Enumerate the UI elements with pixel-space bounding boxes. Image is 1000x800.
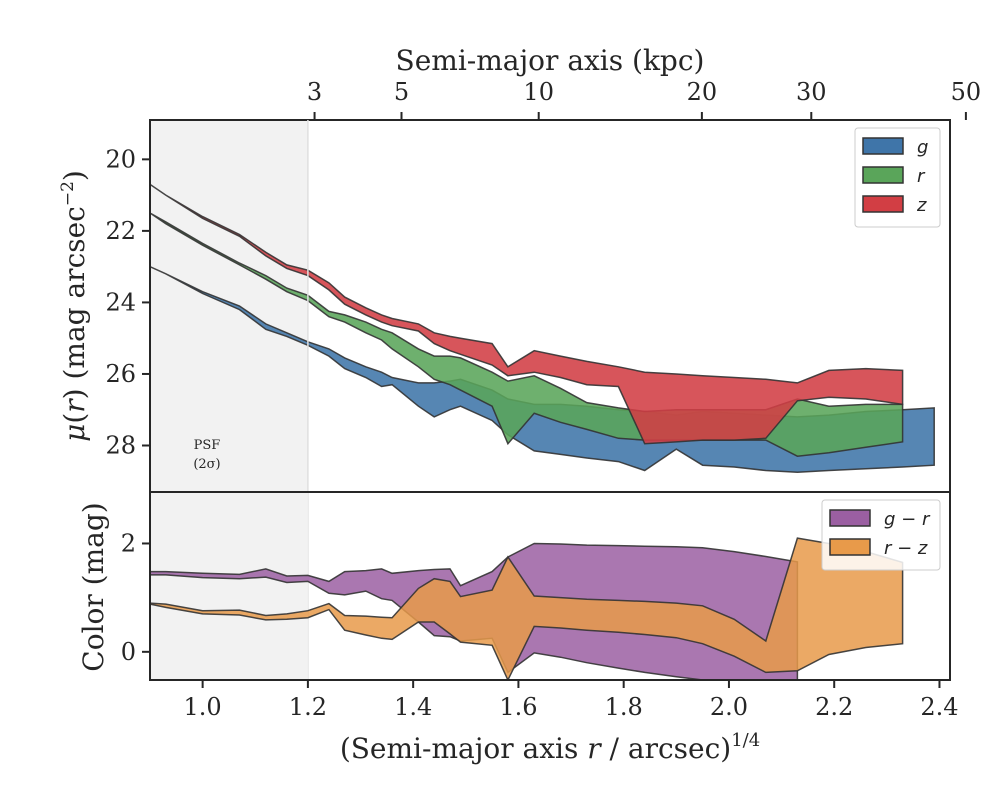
y-tick-label: 20 <box>105 145 136 173</box>
psf-sigma-label: (2σ) <box>193 457 220 472</box>
bottom-legend: g − r r − z <box>821 499 941 571</box>
bottom-x-axis-title: (Semi-major axis r / arcsec)1/4 <box>340 730 760 765</box>
kpc-tick-label: 30 <box>796 78 827 106</box>
top-kpc-ticks: 351020305075100 <box>307 78 982 120</box>
kpc-tick-label: 5 <box>394 78 409 106</box>
top-legend: grz <box>854 127 941 228</box>
color-y-tick-label: 2 <box>121 529 136 557</box>
psf-label: PSF <box>194 438 221 453</box>
legend-swatch <box>862 195 904 213</box>
psf-shaded-region <box>150 120 308 492</box>
legend-swatch <box>829 509 871 527</box>
y-tick-label: 22 <box>105 217 136 245</box>
band-r <box>150 212 904 457</box>
legend-label: g − r <box>884 509 931 530</box>
x-tick-label: 2.0 <box>710 693 748 721</box>
top-y-ticks: 20 22 24 26 28 <box>105 145 150 460</box>
x-tick-label: 2.2 <box>815 693 853 721</box>
legend-label: r − z <box>884 538 928 559</box>
bottom-y-ticks: 02 <box>121 529 150 666</box>
psf-shaded-region-color <box>150 492 308 680</box>
kpc-tick-label: 50 <box>951 78 982 106</box>
surface-brightness-bands <box>150 183 935 474</box>
bottom-x-ticks: 1.0 1.2 1.4 1.6 1.8 2.0 2.2 2.4 <box>184 680 959 721</box>
x-tick-label: 1.8 <box>605 693 643 721</box>
y-tick-label: 26 <box>105 360 136 388</box>
x-tick-label: 1.4 <box>394 693 432 721</box>
top-x-axis-title: Semi-major axis (kpc) <box>396 44 705 77</box>
x-tick-label: 2.4 <box>920 693 958 721</box>
top-y-axis-title: μ(r) (mag arcsec−2) <box>58 170 91 442</box>
color-panel: 02 1.0 1.2 1.4 1.6 1.8 2.0 2.2 2.4 Color (mag) … <box>77 491 959 765</box>
band-rz <box>150 537 904 680</box>
x-tick-label: 1.0 <box>184 693 222 721</box>
band-z <box>150 183 904 445</box>
kpc-tick-label: 20 <box>687 78 718 106</box>
legend-label: g <box>917 137 928 158</box>
x-tick-label: 1.2 <box>289 693 327 721</box>
kpc-tick-label: 10 <box>523 78 554 106</box>
kpc-tick-label: 3 <box>307 78 322 106</box>
y-tick-label: 28 <box>105 432 136 460</box>
x-tick-label: 1.6 <box>499 693 537 721</box>
legend-swatch <box>862 137 904 155</box>
bottom-panel-frame <box>149 491 951 681</box>
legend-swatch <box>829 538 871 556</box>
bottom-y-axis-title: Color (mag) <box>77 502 110 671</box>
legend-label: r <box>917 166 926 187</box>
color-bands <box>150 537 904 680</box>
y-tick-label: 24 <box>105 288 136 316</box>
legend-swatch <box>862 166 904 184</box>
color-y-tick-label: 0 <box>121 638 136 666</box>
legend-label: z <box>916 195 927 216</box>
